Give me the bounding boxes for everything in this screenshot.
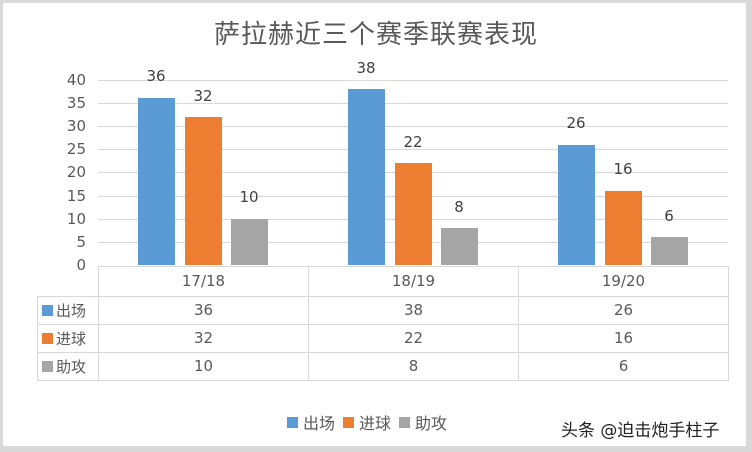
legend-key-gray-icon bbox=[42, 361, 53, 372]
data-label: 26 bbox=[566, 114, 586, 132]
bar-goals-1718 bbox=[185, 117, 222, 265]
y-tick: 35 bbox=[66, 94, 86, 112]
y-tick: 20 bbox=[66, 163, 86, 181]
gridline bbox=[98, 126, 728, 127]
y-tick: 40 bbox=[66, 71, 86, 89]
table-category-header: 19/20 bbox=[518, 266, 729, 297]
table-cell: 16 bbox=[518, 324, 729, 353]
data-label: 36 bbox=[146, 67, 166, 85]
legend-item-assists: 助攻 bbox=[399, 410, 447, 434]
gridline bbox=[98, 103, 728, 104]
bar-appearances-1920 bbox=[558, 145, 595, 265]
table-category-header: 17/18 bbox=[98, 266, 309, 297]
y-tick: 0 bbox=[76, 256, 86, 274]
legend-key-blue-icon bbox=[42, 305, 53, 316]
data-label: 16 bbox=[613, 160, 633, 178]
data-label: 38 bbox=[356, 59, 376, 77]
watermark: 头条 @迫击炮手柱子 bbox=[561, 421, 720, 441]
y-tick: 15 bbox=[66, 187, 86, 205]
bar-goals-1920 bbox=[605, 191, 642, 265]
chart-legend: 出场 进球 助攻 bbox=[287, 410, 455, 434]
bar-assists-1920 bbox=[651, 237, 688, 265]
table-cell: 36 bbox=[98, 296, 309, 325]
gridline bbox=[98, 80, 728, 81]
legend-square-orange-icon bbox=[343, 416, 355, 428]
table-cell: 22 bbox=[308, 324, 519, 353]
table-cell: 26 bbox=[518, 296, 729, 325]
data-label: 6 bbox=[664, 207, 674, 225]
data-label: 10 bbox=[239, 188, 259, 206]
bar-assists-1819 bbox=[441, 228, 478, 265]
table-row-head-appearances: 出场 bbox=[37, 296, 99, 325]
table-cell: 10 bbox=[98, 352, 309, 381]
table-cell: 8 bbox=[308, 352, 519, 381]
table-category-header: 18/19 bbox=[308, 266, 519, 297]
bar-appearances-1718 bbox=[138, 98, 175, 265]
gridline bbox=[98, 149, 728, 150]
data-label: 8 bbox=[454, 198, 464, 216]
table-cell: 6 bbox=[518, 352, 729, 381]
y-tick: 30 bbox=[66, 117, 86, 135]
data-label: 32 bbox=[193, 87, 213, 105]
legend-square-gray-icon bbox=[399, 416, 411, 428]
data-label: 22 bbox=[403, 133, 423, 151]
bar-goals-1819 bbox=[395, 163, 432, 265]
legend-item-appearances: 出场 bbox=[287, 410, 335, 434]
table-cell: 32 bbox=[98, 324, 309, 353]
legend-key-orange-icon bbox=[42, 333, 53, 344]
table-row-head-goals: 进球 bbox=[37, 324, 99, 353]
bar-assists-1718 bbox=[231, 219, 268, 265]
table-row-head-assists: 助攻 bbox=[37, 352, 99, 381]
y-tick: 10 bbox=[66, 210, 86, 228]
y-tick: 5 bbox=[76, 233, 86, 251]
table-cell: 38 bbox=[308, 296, 519, 325]
chart-title: 萨拉赫近三个赛季联赛表现 bbox=[213, 20, 538, 50]
legend-item-goals: 进球 bbox=[343, 410, 391, 434]
bar-appearances-1819 bbox=[348, 89, 385, 265]
y-tick: 25 bbox=[66, 140, 86, 158]
legend-square-blue-icon bbox=[287, 416, 298, 428]
